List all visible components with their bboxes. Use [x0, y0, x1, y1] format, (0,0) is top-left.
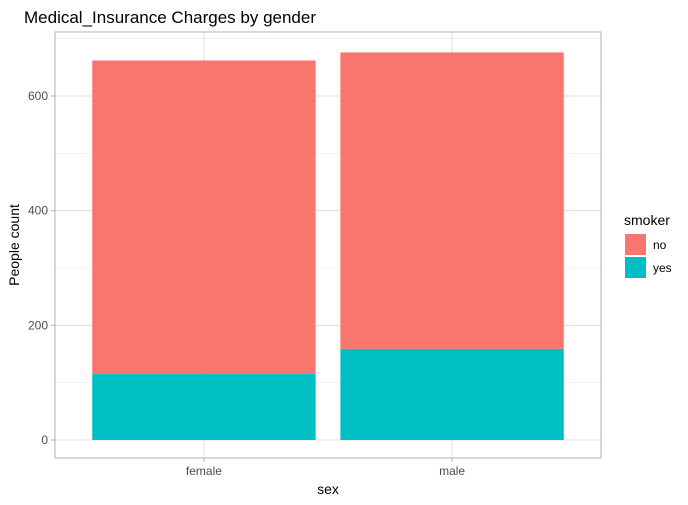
y-tick-label: 0: [41, 433, 48, 447]
bar-yes-male: [340, 348, 564, 440]
plot-panel-border: [54, 31, 602, 459]
x-axis-title: sex: [317, 481, 339, 497]
legend: smoker no yes: [624, 212, 672, 278]
legend-swatch-yes: [625, 257, 646, 278]
legend-label-yes: yes: [653, 261, 672, 275]
legend-swatch-no: [625, 234, 646, 255]
y-tick-label: 400: [28, 204, 48, 218]
y-tick-label: 200: [28, 318, 48, 332]
bar-no-male: [340, 52, 564, 349]
y-axis-title: People count: [6, 204, 22, 286]
x-axis: female male: [186, 458, 465, 478]
y-axis: 0 200 400 600: [28, 89, 55, 447]
legend-title: smoker: [624, 212, 670, 228]
bar-yes-female: [92, 374, 316, 440]
chart-title: Medical_Insurance Charges by gender: [24, 8, 316, 27]
x-tick-label: female: [186, 464, 222, 478]
bars: [92, 52, 564, 440]
y-tick-label: 600: [28, 89, 48, 103]
bar-no-female: [92, 60, 316, 375]
x-tick-label: male: [439, 464, 465, 478]
legend-label-no: no: [653, 238, 667, 252]
